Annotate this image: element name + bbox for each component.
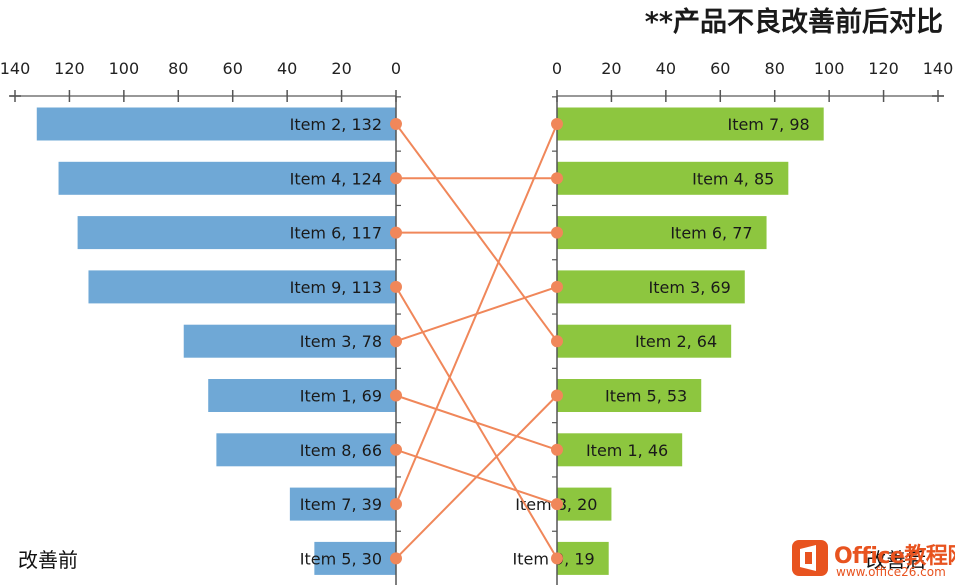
before-bar — [88, 270, 396, 304]
before-data-label: Item 9, 113 — [290, 278, 382, 297]
after-x-tick-label: 0 — [552, 59, 562, 78]
after-bar — [557, 216, 767, 250]
before-point — [390, 118, 402, 130]
before-bar — [183, 324, 396, 358]
before-point — [390, 335, 402, 348]
before-bar — [289, 487, 396, 521]
after-x-tick-label: 40 — [656, 59, 676, 78]
before-bar — [58, 161, 397, 195]
watermark-brand: Office教程网 — [834, 544, 955, 569]
after-bar — [557, 270, 745, 304]
after-point — [551, 280, 563, 293]
after-point — [551, 335, 563, 348]
before-point — [390, 389, 402, 402]
after-point — [551, 389, 563, 402]
after-data-label: Item 6, 77 — [670, 224, 752, 243]
after-data-label: Item 2, 64 — [635, 332, 717, 351]
after-bar — [557, 541, 609, 575]
before-data-label: Item 8, 66 — [300, 441, 382, 460]
after-bar — [557, 107, 824, 141]
after-point — [551, 172, 563, 185]
after-data-label: Item 5, 53 — [605, 387, 687, 406]
before-bar — [77, 216, 396, 250]
after-point — [551, 552, 563, 565]
after-bar — [557, 324, 732, 358]
after-point — [551, 118, 563, 130]
after-x-tick-label: 140 — [923, 59, 954, 78]
after-data-label: Item 1, 46 — [586, 441, 668, 460]
after-bar — [557, 487, 612, 521]
after-x-tick-label: 20 — [601, 59, 621, 78]
after-point — [551, 226, 563, 239]
before-bar — [314, 541, 396, 575]
before-bar — [36, 107, 397, 141]
after-data-label: Item 7, 98 — [727, 115, 809, 134]
before-x-tick-label: 140 — [0, 59, 30, 78]
after-point — [551, 498, 563, 511]
before-bar — [216, 433, 396, 467]
before-point — [390, 552, 402, 565]
watermark: Office教程网 www.office26.com — [790, 530, 955, 585]
after-x-tick-label: 120 — [868, 59, 899, 78]
before-point — [390, 443, 402, 456]
after-bar — [557, 379, 702, 412]
after-data-label: Item 4, 85 — [692, 169, 774, 188]
connector-line — [395, 123, 558, 505]
before-x-tick-label: 120 — [54, 59, 85, 78]
after-x-tick-label: 80 — [765, 59, 785, 78]
before-point — [390, 226, 402, 239]
before-x-tick-label: 40 — [277, 59, 297, 78]
office-logo-icon — [792, 540, 828, 576]
before-data-label: Item 1, 69 — [300, 387, 382, 406]
before-label: 改善前 — [18, 548, 78, 572]
before-data-label: Item 6, 117 — [290, 224, 382, 243]
connector-line — [395, 394, 558, 451]
connector-line — [395, 394, 558, 560]
before-bar — [208, 379, 396, 412]
before-x-tick-label: 80 — [168, 59, 188, 78]
before-x-tick-label: 20 — [331, 59, 351, 78]
watermark-url: www.office26.com — [836, 565, 946, 579]
after-x-tick-label: 100 — [814, 59, 845, 78]
after-point — [551, 443, 563, 456]
before-x-tick-label: 100 — [109, 59, 140, 78]
before-point — [390, 498, 402, 511]
before-data-label: Item 3, 78 — [300, 332, 382, 351]
after-bar — [557, 161, 789, 195]
before-data-label: Item 2, 132 — [290, 115, 382, 134]
after-x-tick-label: 60 — [710, 59, 730, 78]
after-label: 改善后 — [866, 548, 926, 572]
before-data-label: Item 7, 39 — [300, 495, 382, 514]
before-x-tick-label: 0 — [391, 59, 401, 78]
after-bar — [557, 433, 683, 467]
before-point — [390, 280, 402, 293]
chart-title: **产品不良改善前后对比 — [644, 7, 943, 38]
before-data-label: Item 5, 30 — [300, 549, 382, 568]
before-x-tick-label: 60 — [223, 59, 243, 78]
after-data-label: Item 3, 69 — [649, 278, 731, 297]
before-data-label: Item 4, 124 — [290, 169, 382, 188]
before-point — [390, 172, 402, 185]
